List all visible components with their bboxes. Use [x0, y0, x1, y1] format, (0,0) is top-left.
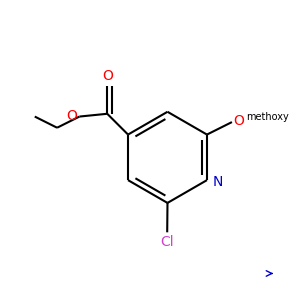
Text: O: O	[66, 109, 77, 123]
Text: N: N	[212, 175, 223, 189]
Text: methoxy: methoxy	[246, 112, 289, 122]
Text: Cl: Cl	[160, 235, 174, 249]
Text: O: O	[102, 70, 113, 83]
Text: O: O	[233, 115, 244, 128]
